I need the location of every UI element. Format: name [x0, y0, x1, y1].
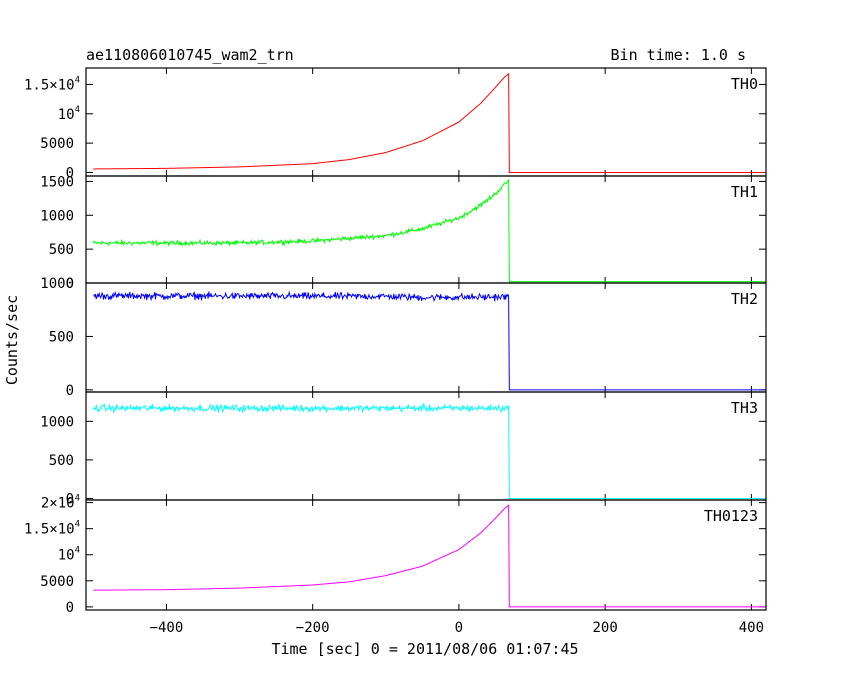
- panel-name-th0123: TH0123: [704, 507, 758, 525]
- y-tick-label: 0: [66, 383, 74, 399]
- x-tick-label: 200: [592, 620, 617, 636]
- y-tick-label: 0: [66, 491, 74, 507]
- panel-th3: 0 500 1000 TH3: [40, 391, 767, 507]
- y-tick-label: 1500: [40, 174, 74, 190]
- y-tick-label: 1000: [40, 414, 74, 430]
- y-tick-label: 1.5×104: [24, 75, 80, 93]
- panel-th1: 0 500 1000 1500 TH1: [40, 174, 767, 292]
- y-axis-label: Counts/sec: [3, 295, 21, 385]
- panel-name-th0: TH0: [731, 75, 758, 93]
- x-axis-label: Time [sec] 0 = 2011/08/06 01:07:45: [271, 640, 578, 658]
- x-tick-label: −200: [296, 620, 330, 636]
- y-tick-label: 5000: [40, 574, 74, 590]
- y-tick-label: 500: [49, 329, 74, 345]
- y-tick-label: 104: [58, 546, 80, 564]
- panel-th0123: 0 5000 104 1.5×104 2×104 TH0123: [24, 494, 767, 616]
- y-tick-label: 1.5×104: [24, 520, 80, 538]
- x-tick-label: −400: [150, 620, 184, 636]
- panel-frame: [85, 67, 767, 177]
- y-tick-label: 0: [66, 165, 74, 181]
- y-tick-label: 104: [58, 105, 80, 123]
- series-line-th2: [93, 290, 766, 391]
- series-line-th3: [92, 402, 766, 499]
- chart-subtitle: Bin time: 1.0 s: [611, 46, 746, 64]
- panel-name-th2: TH2: [731, 290, 758, 308]
- series-line-th0: [93, 72, 766, 173]
- series-line-th1: [92, 179, 766, 283]
- chart-title: ae110806010745_wam2_trn: [86, 46, 294, 64]
- panel-th0: 0 5000 104 1.5×104 TH0: [24, 67, 767, 181]
- y-tick-label: 5000: [40, 136, 74, 152]
- y-tick-label: 2×104: [41, 494, 80, 512]
- y-tick-label: 500: [49, 453, 74, 469]
- y-tick-label: 500: [49, 242, 74, 258]
- y-tick-label: 1000: [40, 276, 74, 292]
- panel-frame: [85, 499, 767, 611]
- series-line-th0123: [93, 504, 766, 608]
- panel-frame: [85, 175, 767, 284]
- panel-frame: [85, 282, 767, 393]
- panel-frame: [85, 391, 767, 501]
- y-tick-label: 0: [66, 276, 74, 292]
- y-tick-label: 0: [66, 600, 74, 616]
- panel-name-th1: TH1: [731, 183, 758, 201]
- x-tick-label: 0: [455, 620, 463, 636]
- y-tick-label: 1000: [40, 208, 74, 224]
- panel-th2: 0 500 1000 TH2: [40, 276, 767, 399]
- x-tick-label: 400: [739, 620, 764, 636]
- panel-name-th3: TH3: [731, 399, 758, 417]
